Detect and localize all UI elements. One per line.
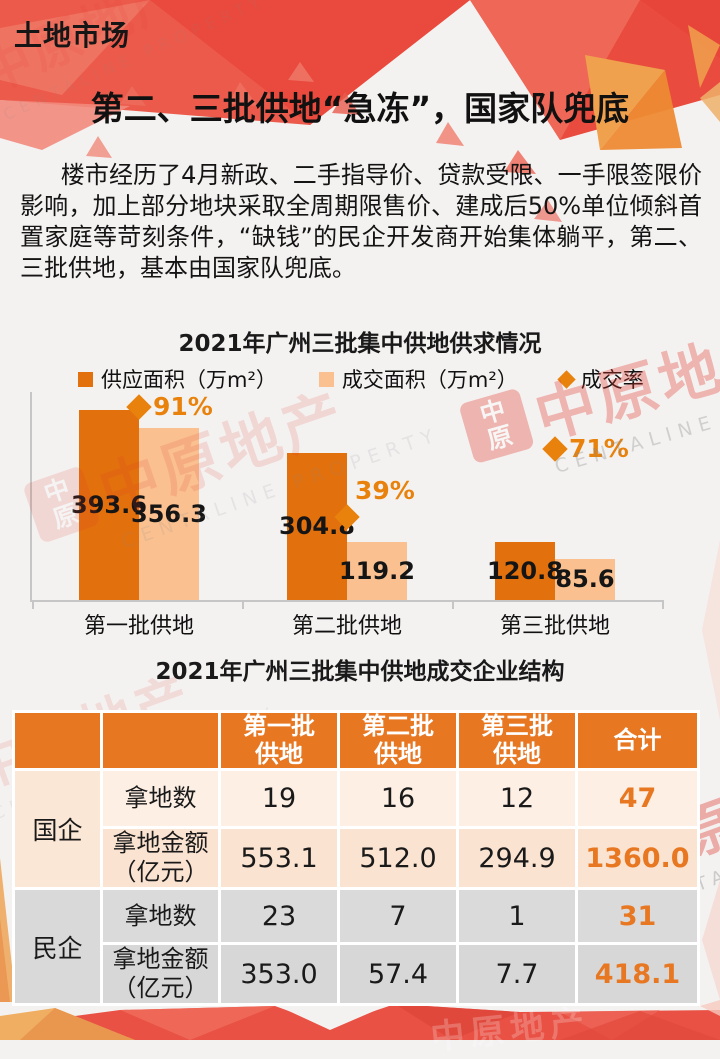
rate-diamond-icon bbox=[557, 369, 576, 389]
axis-tick bbox=[662, 601, 664, 609]
table-header-cell: 第二批 供地 bbox=[340, 712, 456, 769]
intro-paragraph: 楼市经历了4月新政、二手指导价、贷款受限、一手限签限价影响，加上部分地块采取全周… bbox=[20, 161, 702, 282]
table-row: 拿地金额 （亿元） 553.1 512.0 294.9 1360.0 bbox=[15, 829, 697, 888]
sold-area-swatch-icon bbox=[318, 371, 334, 387]
bar-supply-area bbox=[79, 409, 139, 600]
legend-label-rate: 成交率 bbox=[580, 368, 644, 392]
data-table: 第一批 供地 第二批 供地 第三批 供地 合计 国企 拿地数 19 16 12 47 拿地金额 （亿… bbox=[12, 710, 700, 1007]
supply-value-label: 393.6 bbox=[71, 490, 147, 519]
table-row: 国企 拿地数 19 16 12 47 bbox=[15, 771, 697, 888]
bar-sold-area bbox=[347, 542, 407, 600]
value-cell: 553.1 bbox=[221, 829, 337, 888]
chart-legend: 供应面积（万m²） 成交面积（万m²） 成交率 bbox=[78, 364, 644, 394]
table-header-cell: 合计 bbox=[578, 713, 697, 769]
bottom-banner bbox=[0, 1000, 720, 1040]
legend-label-sold-area: 成交面积（万m²） bbox=[341, 368, 518, 392]
page-title: 第二、三批供地“急冻”，国家队兜底 bbox=[90, 89, 630, 128]
table-row: 拿地金额 （亿元） 353.0 57.4 7.7 418.1 bbox=[15, 945, 697, 1004]
total-value-cell: 31 bbox=[578, 890, 697, 943]
row-label: 拿地金额 （亿元） bbox=[103, 829, 218, 888]
rate-value-label: 71% bbox=[569, 434, 629, 464]
bar-sold-area bbox=[555, 558, 615, 600]
category-label: 第一批供地 bbox=[83, 614, 194, 639]
value-cell: 12 bbox=[459, 771, 575, 827]
chart-title: 2021年广州三批集中供地供求情况 bbox=[178, 331, 542, 357]
legend-item-supply-area: 供应面积（万m²） bbox=[78, 364, 277, 394]
rate-marker-icon bbox=[542, 436, 568, 463]
table-header-cell bbox=[103, 713, 218, 769]
table-header-cell: 第三批 供地 bbox=[459, 712, 575, 769]
supply-value-label: 120.8 bbox=[487, 556, 563, 585]
row-group-label: 国企 bbox=[15, 771, 100, 888]
page-kicker: 土地市场 bbox=[14, 19, 131, 52]
sold-value-label: 119.2 bbox=[339, 557, 415, 586]
legend-label-supply-area: 供应面积（万m²） bbox=[101, 368, 277, 392]
axis-tick bbox=[452, 601, 454, 609]
bar-chart: 393.6 356.3 91% 第一批供地 304.8 119.2 39% 第二批供地 120.… bbox=[30, 392, 664, 639]
row-label: 拿地数 bbox=[103, 890, 218, 943]
value-cell: 19 bbox=[221, 771, 337, 827]
axis-tick bbox=[242, 601, 244, 609]
rate-value-label: 91% bbox=[153, 392, 213, 422]
supply-area-swatch-icon bbox=[78, 371, 93, 387]
bar-sold-area bbox=[139, 427, 199, 600]
table-title: 2021年广州三批集中供地成交企业结构 bbox=[155, 659, 565, 685]
value-cell: 512.0 bbox=[340, 829, 456, 888]
category-label: 第三批供地 bbox=[499, 614, 610, 639]
value-cell: 23 bbox=[221, 890, 337, 943]
sold-value-label: 356.3 bbox=[131, 499, 207, 528]
total-value-cell: 1360.0 bbox=[578, 829, 697, 888]
row-label: 拿地数 bbox=[103, 771, 218, 827]
table-row: 民企 拿地数 23 7 1 31 bbox=[15, 890, 697, 1004]
value-cell: 16 bbox=[340, 771, 456, 827]
value-cell: 57.4 bbox=[340, 945, 456, 1004]
bar-supply-area bbox=[495, 541, 555, 600]
legend-item-sold-area: 成交面积（万m²） bbox=[318, 364, 518, 394]
right-edge-accent-lower bbox=[702, 880, 720, 1000]
total-value-cell: 418.1 bbox=[578, 945, 697, 1004]
value-cell: 294.9 bbox=[459, 829, 575, 888]
rate-value-label: 39% bbox=[355, 476, 415, 506]
row-label: 拿地金额 （亿元） bbox=[103, 945, 218, 1004]
legend-item-rate: 成交率 bbox=[557, 364, 644, 394]
value-cell: 353.0 bbox=[221, 945, 337, 1004]
sold-value-label: 85.6 bbox=[555, 565, 615, 594]
value-cell: 7 bbox=[340, 890, 456, 943]
total-value-cell: 47 bbox=[578, 771, 697, 827]
table-header-cell: 第一批 供地 bbox=[221, 712, 337, 769]
value-cell: 7.7 bbox=[459, 945, 575, 1004]
row-group-label: 民企 bbox=[15, 890, 100, 1004]
value-cell: 1 bbox=[459, 890, 575, 943]
table-header-cell bbox=[15, 713, 100, 769]
bar-supply-area bbox=[287, 452, 347, 600]
category-label: 第二批供地 bbox=[291, 614, 402, 639]
right-edge-accent bbox=[702, 540, 720, 720]
axis-tick bbox=[32, 601, 34, 609]
top-banner bbox=[0, 0, 720, 222]
